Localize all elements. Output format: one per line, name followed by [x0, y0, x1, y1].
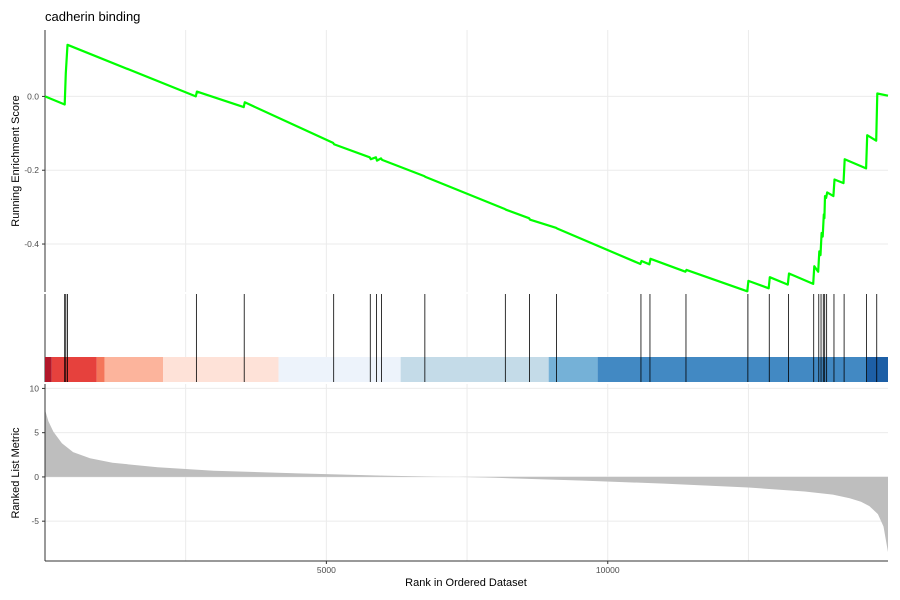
y-tick-label: 0 [34, 472, 39, 482]
chart-title: cadherin binding [45, 9, 140, 24]
color-bar-segment [51, 357, 97, 382]
running-enrichment-score-line [44, 43, 889, 293]
ranked-metric-y-axis-title: Ranked List Metric [10, 427, 22, 519]
enrichment-y-axis-title: Running Enrichment Score [10, 95, 22, 226]
ranked-list-metric-area [45, 409, 888, 553]
color-bar-segment [548, 357, 598, 382]
enrichment-panel: 0.0 -0.2 -0.4 Running Enrichment Score [10, 30, 889, 293]
x-tick-label: 10000 [596, 565, 620, 575]
color-bar-segment [104, 357, 164, 382]
color-bar-segment [45, 357, 52, 382]
y-tick-label: -0.2 [24, 165, 39, 175]
ranking-color-bar [45, 357, 888, 382]
color-bar-segment [163, 357, 279, 382]
ranked-metric-panel: 10 5 0 -5 5000 10000 Ranked List Metric Rank… [10, 383, 888, 589]
color-bar-segment [597, 357, 867, 382]
color-bar-segment [278, 357, 401, 382]
y-tick-label: -5 [31, 516, 39, 526]
y-tick-label: 0.0 [27, 91, 39, 101]
color-bar-segment [866, 357, 888, 382]
y-tick-label: -0.4 [24, 239, 39, 249]
hits-panel [44, 294, 888, 382]
color-bar-segment [96, 357, 105, 382]
gene-hit-ticks [64, 294, 878, 382]
y-tick-label: 10 [30, 383, 40, 393]
x-tick-label: 5000 [317, 565, 336, 575]
x-axis: 5000 10000 [317, 561, 620, 575]
enrichment-gridlines [45, 30, 888, 292]
y-tick-label: 5 [34, 428, 39, 438]
ranked-metric-y-axis: 10 5 0 -5 [30, 383, 45, 526]
enrichment-y-axis: 0.0 -0.2 -0.4 [24, 91, 45, 249]
x-axis-title: Rank in Ordered Dataset [405, 577, 527, 589]
color-bar-segment [400, 357, 549, 382]
